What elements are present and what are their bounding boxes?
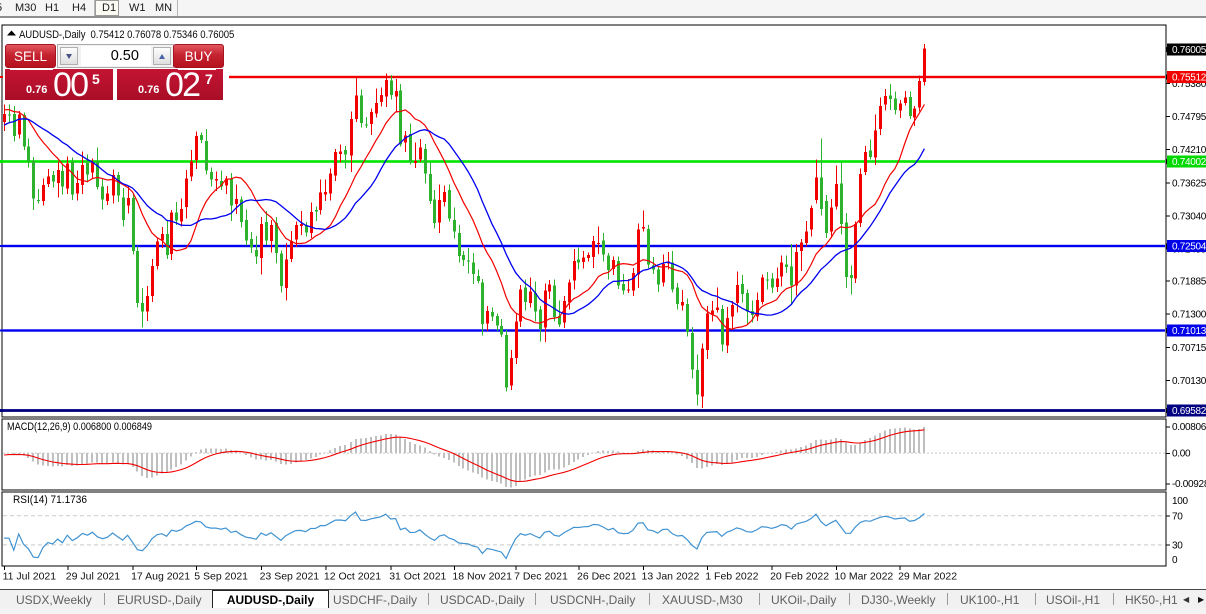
svg-text:0.76005: 0.76005: [1172, 45, 1206, 56]
svg-text:12 Oct 2021: 12 Oct 2021: [324, 571, 381, 583]
svg-text:26 Dec 2021: 26 Dec 2021: [577, 571, 637, 583]
svg-text:30: 30: [1172, 540, 1183, 551]
svg-text:23 Sep 2021: 23 Sep 2021: [260, 571, 320, 583]
svg-text:-0.009286: -0.009286: [1172, 479, 1206, 490]
svg-text:0: 0: [1172, 555, 1178, 566]
svg-text:17 Aug 2021: 17 Aug 2021: [131, 571, 190, 583]
svg-text:MACD(12,26,9) 0.006800 0.00684: MACD(12,26,9) 0.006800 0.006849: [7, 421, 152, 433]
svg-text:0.74210: 0.74210: [1172, 145, 1206, 156]
svg-text:5 Sep 2021: 5 Sep 2021: [194, 571, 248, 583]
svg-text:29 Mar 2022: 29 Mar 2022: [898, 571, 957, 583]
svg-text:0.75380: 0.75380: [1172, 79, 1206, 90]
svg-text:0.73040: 0.73040: [1172, 211, 1206, 222]
svg-text:0.74002: 0.74002: [1172, 157, 1206, 168]
svg-text:18 Nov 2021: 18 Nov 2021: [452, 571, 512, 583]
svg-text:0.70715: 0.70715: [1172, 343, 1206, 354]
svg-text:0.71885: 0.71885: [1172, 277, 1206, 288]
svg-text:0.00: 0.00: [1172, 449, 1191, 460]
svg-text:13 Jan 2022: 13 Jan 2022: [642, 571, 700, 583]
svg-text:0.72504: 0.72504: [1172, 242, 1206, 253]
svg-text:70: 70: [1172, 511, 1183, 522]
svg-text:0.71013: 0.71013: [1172, 326, 1206, 337]
svg-text:0.70130: 0.70130: [1172, 376, 1206, 387]
svg-text:0.008061: 0.008061: [1172, 422, 1206, 433]
svg-text:0.73625: 0.73625: [1172, 178, 1206, 189]
svg-text:1 Feb 2022: 1 Feb 2022: [705, 571, 758, 583]
svg-text:0.71300: 0.71300: [1172, 310, 1206, 321]
svg-text:100: 100: [1172, 496, 1189, 507]
svg-text:31 Oct 2021: 31 Oct 2021: [389, 571, 446, 583]
svg-text:0.75512: 0.75512: [1172, 73, 1206, 84]
svg-text:10 Mar 2022: 10 Mar 2022: [834, 571, 893, 583]
svg-text:0.69582: 0.69582: [1172, 406, 1206, 417]
svg-text:20 Feb 2022: 20 Feb 2022: [770, 571, 829, 583]
svg-text:7 Dec 2021: 7 Dec 2021: [514, 571, 568, 583]
svg-text:0.74795: 0.74795: [1172, 112, 1206, 123]
svg-text:29 Jul 2021: 29 Jul 2021: [66, 571, 120, 583]
svg-text:RSI(14) 71.1736: RSI(14) 71.1736: [13, 494, 87, 506]
svg-text:11 Jul 2021: 11 Jul 2021: [3, 571, 57, 583]
